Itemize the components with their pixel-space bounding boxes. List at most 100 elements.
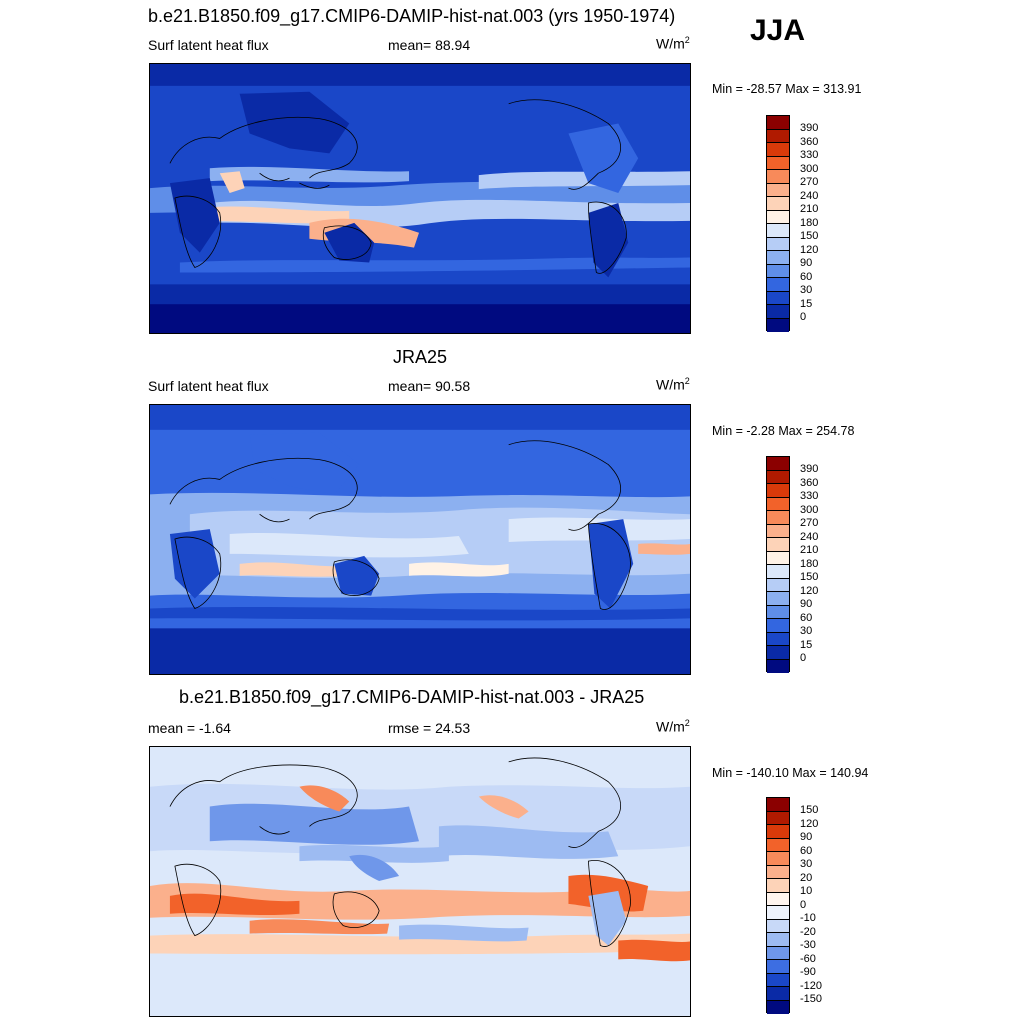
panel-3-title: b.e21.B1850.f09_g17.CMIP6-DAMIP-hist-nat… [179,687,645,707]
colorbar-tick-label: 120 [800,243,819,256]
colorbar-segment [767,511,789,525]
colorbar-tick-label: -120 [800,979,823,992]
colorbar-tick-label: 330 [800,149,819,161]
colorbar-segment [767,825,789,839]
colorbar-tick-label: 90 [800,831,813,843]
colorbar-tick-label: 390 [800,463,819,475]
colorbar-segment [767,264,789,278]
colorbar-segment [767,811,789,825]
colorbar-tick-label: 20 [800,871,813,884]
colorbar-tick-label: 0 [800,311,807,323]
colorbar-segment [767,457,789,471]
colorbar-tick-label: 270 [800,176,819,188]
colorbar-segment [767,116,789,130]
colorbar-segment [767,659,789,673]
colorbar-tick-label: 0 [800,898,807,911]
panel-2-unit: W/m2 [656,376,690,393]
colorbar-tick-label: 60 [800,844,813,857]
panel-3-minmax: Min = -140.10 Max = 140.94 [712,766,869,780]
colorbar-tick-label: 15 [800,638,813,651]
colorbar-tick-label: 60 [800,270,813,283]
colorbar-segment [767,798,789,812]
colorbar-tick-label: 300 [800,162,819,175]
colorbar-segment [767,551,789,565]
colorbar-tick-label: -10 [800,912,816,924]
colorbar-segment [767,919,789,933]
colorbar-segment [767,973,789,987]
colorbar-tick-label: 150 [800,804,819,816]
colorbar-segment [767,251,789,265]
colorbar-tick-label: 360 [800,135,819,148]
colorbar-segment [767,318,789,332]
colorbar-segment [767,879,789,893]
colorbar-tick-label: 210 [800,203,819,215]
colorbar-tick-label: 60 [800,611,813,624]
colorbar-tick-label: 300 [800,503,819,516]
colorbar-tick-label: 180 [800,216,819,229]
colorbar-tick-label: 10 [800,885,813,897]
colorbar-segment [767,838,789,852]
colorbar-segment [767,129,789,143]
colorbar-segment [767,632,789,646]
colorbar-segment [767,960,789,974]
colorbar-segment [767,865,789,879]
colorbar-segment [767,946,789,960]
panel-2-colorbar [766,456,790,673]
colorbar-segment [767,646,789,660]
colorbar-segment [767,592,789,606]
colorbar-segment [767,170,789,184]
colorbar-segment [767,892,789,906]
panel-3-map [149,746,691,1017]
panel-2-mean-label: mean= 90.58 [388,378,471,394]
colorbar-tick-label: 330 [800,490,819,502]
colorbar-segment [767,565,789,579]
colorbar-tick-label: 240 [800,530,819,543]
panel-3-unit: W/m2 [656,718,690,735]
colorbar-tick-label: 15 [800,297,813,310]
panel-3-mean-label: mean = -1.64 [148,720,231,736]
colorbar-tick-label: 120 [800,584,819,597]
panel-1-title: b.e21.B1850.f09_g17.CMIP6-DAMIP-hist-nat… [148,6,676,26]
colorbar-segment [767,852,789,866]
colorbar-tick-label: -30 [800,939,816,951]
colorbar-segment [767,210,789,224]
colorbar-tick-label: -60 [800,952,816,965]
panel-3-colorbar [766,797,790,1014]
colorbar-segment [767,538,789,552]
colorbar-tick-label: 210 [800,544,819,556]
colorbar-segment [767,305,789,319]
colorbar-segment [767,906,789,920]
colorbar-segment [767,1000,789,1014]
colorbar-tick-label: -90 [800,966,816,978]
colorbar-tick-label: 90 [800,598,813,610]
panel-1-unit: W/m2 [656,35,690,52]
season-label: JJA [750,14,806,47]
panel-1-colorbar [766,115,790,332]
colorbar-tick-label: 270 [800,517,819,529]
colorbar-segment [767,605,789,619]
panel-1-mean-label: mean= 88.94 [388,37,471,53]
colorbar-tick-label: 120 [800,817,819,830]
colorbar-segment [767,933,789,947]
colorbar-segment [767,156,789,170]
colorbar-tick-label: -20 [800,925,816,938]
colorbar-segment [767,484,789,498]
colorbar-tick-label: 0 [800,652,807,664]
panel-1-variable-label: Surf latent heat flux [148,37,269,53]
colorbar-tick-label: 150 [800,571,819,583]
colorbar-tick-label: 90 [800,257,813,269]
colorbar-tick-label: 360 [800,476,819,489]
colorbar-segment [767,619,789,633]
panel-3-rmse-label: rmse = 24.53 [388,720,471,736]
colorbar-segment [767,524,789,538]
colorbar-segment [767,237,789,251]
panel-2-map [149,404,691,675]
colorbar-segment [767,183,789,197]
panel-2-variable-label: Surf latent heat flux [148,378,269,394]
colorbar-tick-label: 390 [800,122,819,134]
colorbar-tick-label: 30 [800,858,813,870]
colorbar-segment [767,470,789,484]
colorbar-tick-label: 30 [800,284,813,296]
panel-2-minmax: Min = -2.28 Max = 254.78 [712,424,855,438]
colorbar-segment [767,143,789,157]
